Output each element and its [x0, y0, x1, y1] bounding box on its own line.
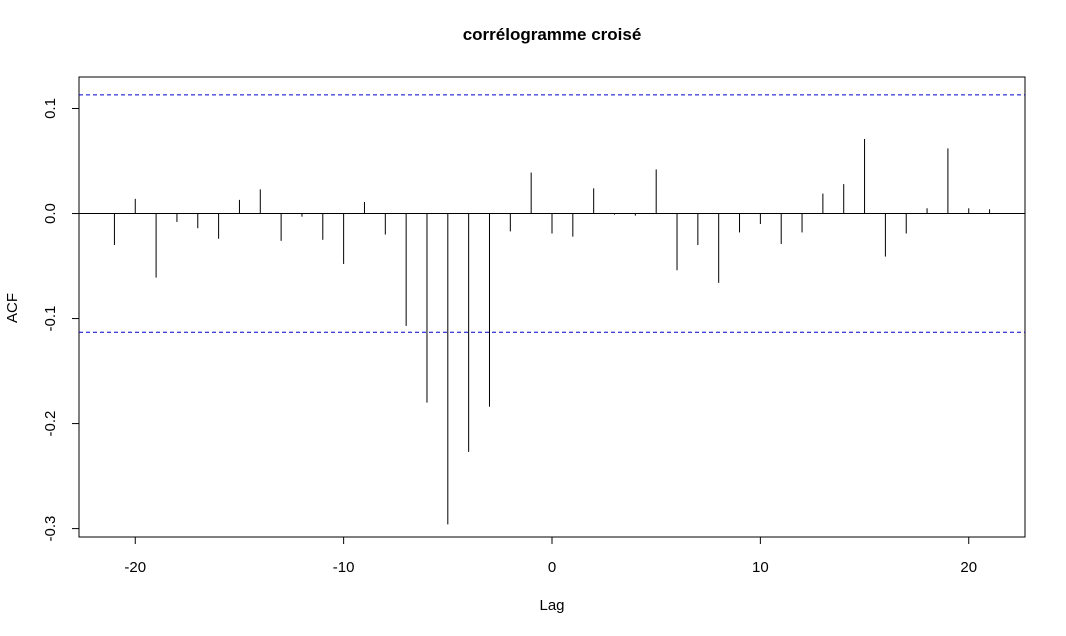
x-tick-label: 0: [548, 559, 556, 576]
y-tick-label: 0.1: [42, 98, 59, 119]
y-tick-label: -0.3: [42, 516, 59, 542]
x-tick-label: 10: [752, 559, 769, 576]
x-tick-label: -10: [333, 559, 355, 576]
y-tick-label: -0.2: [42, 411, 59, 437]
y-axis-label: ACF: [4, 293, 21, 323]
x-axis-label: Lag: [539, 597, 564, 614]
plot-area: -20 -10 0 10 20 -0.3 -0.2 -0.1 0.0 0.1: [42, 76, 1026, 576]
x-tick-label: 20: [960, 559, 977, 576]
chart-title: corrélogramme croisé: [463, 25, 642, 44]
x-tick-label: -20: [124, 559, 146, 576]
y-tick-label: 0.0: [42, 203, 59, 224]
y-tick-label: -0.1: [42, 306, 59, 332]
plot-frame: [78, 76, 1026, 538]
